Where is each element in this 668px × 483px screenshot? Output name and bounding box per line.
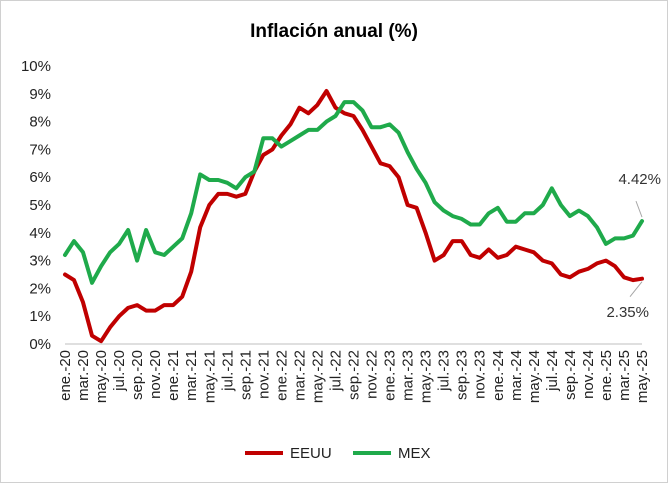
x-tick-label: sep.-24: [562, 350, 579, 400]
leader-line-eeuu: [629, 281, 643, 297]
x-tick-label: ene.-24: [490, 350, 507, 401]
legend-label-eeuu: EEUU: [290, 445, 332, 462]
x-tick-label: nov.-23: [472, 350, 489, 399]
y-tick-label: 4%: [29, 225, 51, 242]
x-tick-label: mar.-25: [616, 350, 633, 401]
x-tick-label: jul.-23: [436, 350, 453, 392]
x-tick-label: may.-23: [418, 350, 435, 403]
plot-area: [63, 89, 644, 344]
end-label-mex: 4.42%: [618, 171, 661, 188]
x-tick-label: sep.-23: [454, 350, 471, 400]
x-tick-label: may.-24: [526, 350, 543, 403]
x-tick-label: mar.-23: [400, 350, 417, 401]
legend: EEUU MEX: [245, 445, 431, 462]
x-tick-label: jul.-22: [327, 350, 344, 392]
chart-title: Inflación anual (%): [250, 21, 418, 42]
y-tick-label: 1%: [29, 308, 51, 325]
y-tick-label: 3%: [29, 253, 51, 270]
x-tick-label: sep.-21: [237, 350, 254, 400]
x-tick-label: jul.-24: [544, 350, 561, 392]
y-tick-label: 5%: [29, 197, 51, 214]
y-axis: 0% 1% 2% 3% 4% 5% 6% 7% 8% 9% 10%: [21, 58, 51, 353]
x-tick-label: nov.-20: [147, 350, 164, 399]
x-tick-label: mar.-21: [183, 350, 200, 401]
x-tick-label: jul.-21: [219, 350, 236, 392]
y-tick-label: 6%: [29, 169, 51, 186]
x-tick-label: nov.-21: [255, 350, 272, 399]
x-tick-label: jul.-20: [111, 350, 128, 392]
x-axis: ene.-20 mar.-20 may.-20 jul.-20 sep.-20 nov.-…: [57, 350, 651, 403]
x-tick-label: ene.-21: [165, 350, 182, 401]
x-tick-label: mar.-20: [75, 350, 92, 401]
x-tick-label: nov.-24: [580, 350, 597, 399]
x-tick-label: sep.-20: [129, 350, 146, 400]
x-tick-label: ene.-23: [382, 350, 399, 401]
legend-label-mex: MEX: [398, 445, 431, 462]
y-tick-label: 10%: [21, 58, 51, 75]
x-tick-label: may.-22: [309, 350, 326, 403]
x-tick-label: may.-21: [201, 350, 218, 403]
leader-line-mex: [635, 200, 643, 218]
series-line-mex: [63, 100, 644, 285]
y-tick-label: 8%: [29, 114, 51, 131]
x-tick-label: may.-25: [634, 350, 651, 403]
x-tick-label: ene.-25: [598, 350, 615, 401]
end-label-eeuu: 2.35%: [606, 304, 649, 321]
x-tick-label: mar.-24: [508, 350, 525, 401]
x-tick-label: ene.-20: [57, 350, 74, 401]
x-tick-label: may.-20: [93, 350, 110, 403]
x-tick-label: sep.-22: [346, 350, 363, 400]
series-line-eeuu: [63, 89, 644, 344]
y-tick-label: 0%: [29, 336, 51, 353]
y-tick-label: 7%: [29, 141, 51, 158]
x-tick-label: ene.-22: [273, 350, 290, 401]
x-tick-label: mar.-22: [291, 350, 308, 401]
end-labels: 4.42% 2.35%: [606, 171, 661, 321]
y-tick-label: 2%: [29, 280, 51, 297]
x-tick-label: nov.-22: [364, 350, 381, 399]
y-tick-label: 9%: [29, 86, 51, 103]
